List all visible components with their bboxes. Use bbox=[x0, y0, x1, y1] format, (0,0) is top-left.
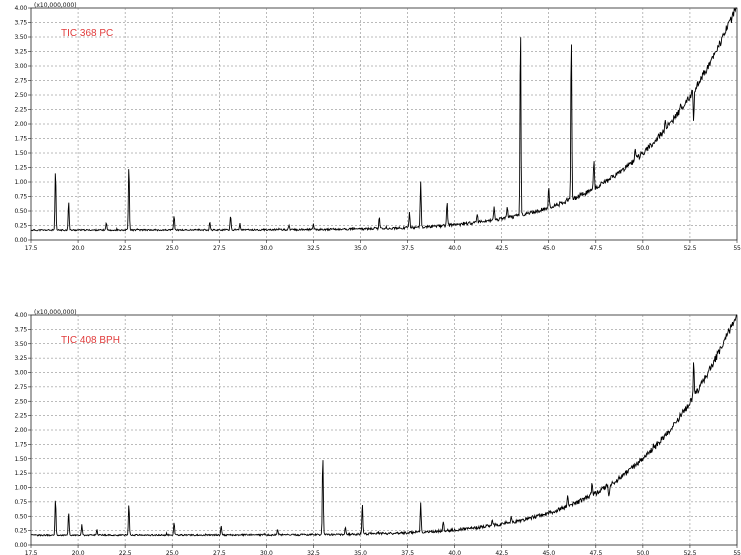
x-tick-label: 47.5 bbox=[590, 245, 603, 252]
y-tick-label: 3.00 bbox=[14, 370, 27, 377]
chromatogram-chart-tic-408-bph: 0.00 0.25 0.50 0.75 1.00 1.25 1.50 1.75 2.00 2.25… bbox=[0, 300, 741, 555]
x-tick-label: 27.5 bbox=[213, 550, 226, 555]
x-tick-label: 35.0 bbox=[354, 550, 367, 555]
y-tick-label: 0.25 bbox=[14, 223, 27, 230]
x-tick-label: 37.5 bbox=[401, 245, 414, 252]
y-tick-label: 1.75 bbox=[14, 441, 27, 448]
y-tick-label: 0.25 bbox=[14, 528, 27, 535]
y-tick-label: 1.75 bbox=[14, 136, 27, 143]
y-tick-label: 0.00 bbox=[14, 542, 27, 549]
chromatogram-trace bbox=[30, 7, 737, 232]
x-tick-label: 32.5 bbox=[307, 550, 320, 555]
y-tick-label: 3.25 bbox=[14, 49, 27, 56]
x-tick-label: 42.5 bbox=[495, 245, 508, 252]
chromatogram-svg-bottom: 0.00 0.25 0.50 0.75 1.00 1.25 1.50 1.75 2.00 2.25… bbox=[14, 309, 741, 555]
y-tick-label: 0.50 bbox=[14, 513, 27, 520]
y-tick-label: 1.50 bbox=[14, 150, 27, 157]
y-tick-label: 2.00 bbox=[14, 427, 27, 434]
x-tick-label: 25.0 bbox=[166, 550, 179, 555]
x-tick-label: 40.0 bbox=[448, 245, 461, 252]
x-tick-label: 50.0 bbox=[637, 550, 650, 555]
y-tick-label: 2.25 bbox=[14, 107, 27, 114]
y-tick-label: 2.00 bbox=[14, 121, 27, 128]
x-tick-label: 30.0 bbox=[260, 245, 273, 252]
x-tick-label: 45.0 bbox=[542, 245, 555, 252]
series-label: TIC 368 PC bbox=[61, 28, 113, 39]
y-tick-label: 1.00 bbox=[14, 179, 27, 186]
y-tick-label: 2.25 bbox=[14, 413, 27, 420]
chromatogram-svg-top: 0.00 0.25 0.50 0.75 1.00 1.25 1.50 1.75 2.00 2.25… bbox=[14, 2, 741, 252]
x-tick-label: 25.0 bbox=[166, 245, 179, 252]
x-tick-label: 40.0 bbox=[448, 550, 461, 555]
x-tick-label: 52.5 bbox=[684, 550, 697, 555]
x-tick-label: 30.0 bbox=[260, 550, 273, 555]
y-tick-label: 3.00 bbox=[14, 63, 27, 70]
x-tick-label: 55 bbox=[733, 550, 741, 555]
x-tick-label: 27.5 bbox=[213, 245, 226, 252]
y-axis-multiplier: (x10,000,000) bbox=[34, 2, 77, 9]
y-tick-label: 3.75 bbox=[14, 20, 27, 27]
x-tick-label: 45.0 bbox=[542, 550, 555, 555]
y-tick-label: 3.50 bbox=[14, 341, 27, 348]
x-tick-label: 47.5 bbox=[590, 550, 603, 555]
chromatogram-chart-tic-368-pc: 0.00 0.25 0.50 0.75 1.00 1.25 1.50 1.75 2.00 2.25… bbox=[0, 0, 741, 262]
x-tick-label: 20.0 bbox=[72, 550, 85, 555]
y-tick-label: 0.00 bbox=[14, 237, 27, 244]
series-label: TIC 408 BPH bbox=[61, 335, 120, 346]
y-tick-label: 1.25 bbox=[14, 470, 27, 477]
y-tick-label: 3.25 bbox=[14, 355, 27, 362]
x-tick-label: 35.0 bbox=[354, 245, 367, 252]
y-tick-label: 0.50 bbox=[14, 208, 27, 215]
y-tick-label: 4.00 bbox=[14, 5, 27, 12]
y-tick-label: 1.00 bbox=[14, 485, 27, 492]
x-tick-label: 52.5 bbox=[684, 245, 697, 252]
y-tick-label: 3.50 bbox=[14, 34, 27, 41]
y-tick-label: 2.50 bbox=[14, 92, 27, 99]
x-tick-label: 50.0 bbox=[637, 245, 650, 252]
y-tick-label: 1.25 bbox=[14, 165, 27, 172]
x-tick-label: 32.5 bbox=[307, 245, 320, 252]
y-axis-multiplier: (x10,000,000) bbox=[34, 309, 77, 316]
x-tick-label: 37.5 bbox=[401, 550, 414, 555]
y-tick-label: 1.50 bbox=[14, 456, 27, 463]
x-tick-label: 17.5 bbox=[25, 245, 38, 252]
x-tick-label: 20.0 bbox=[72, 245, 85, 252]
x-tick-label: 42.5 bbox=[495, 550, 508, 555]
chromatogram-trace bbox=[30, 314, 737, 537]
y-tick-label: 2.75 bbox=[14, 384, 27, 391]
y-tick-label: 2.50 bbox=[14, 398, 27, 405]
y-tick-label: 2.75 bbox=[14, 78, 27, 85]
x-tick-label: 22.5 bbox=[119, 245, 132, 252]
x-tick-label: 55 bbox=[733, 245, 741, 252]
y-tick-label: 0.75 bbox=[14, 194, 27, 201]
y-tick-label: 0.75 bbox=[14, 499, 27, 506]
y-tick-label: 4.00 bbox=[14, 312, 27, 319]
y-tick-label: 3.75 bbox=[14, 326, 27, 333]
x-tick-label: 17.5 bbox=[25, 550, 38, 555]
x-tick-label: 22.5 bbox=[119, 550, 132, 555]
